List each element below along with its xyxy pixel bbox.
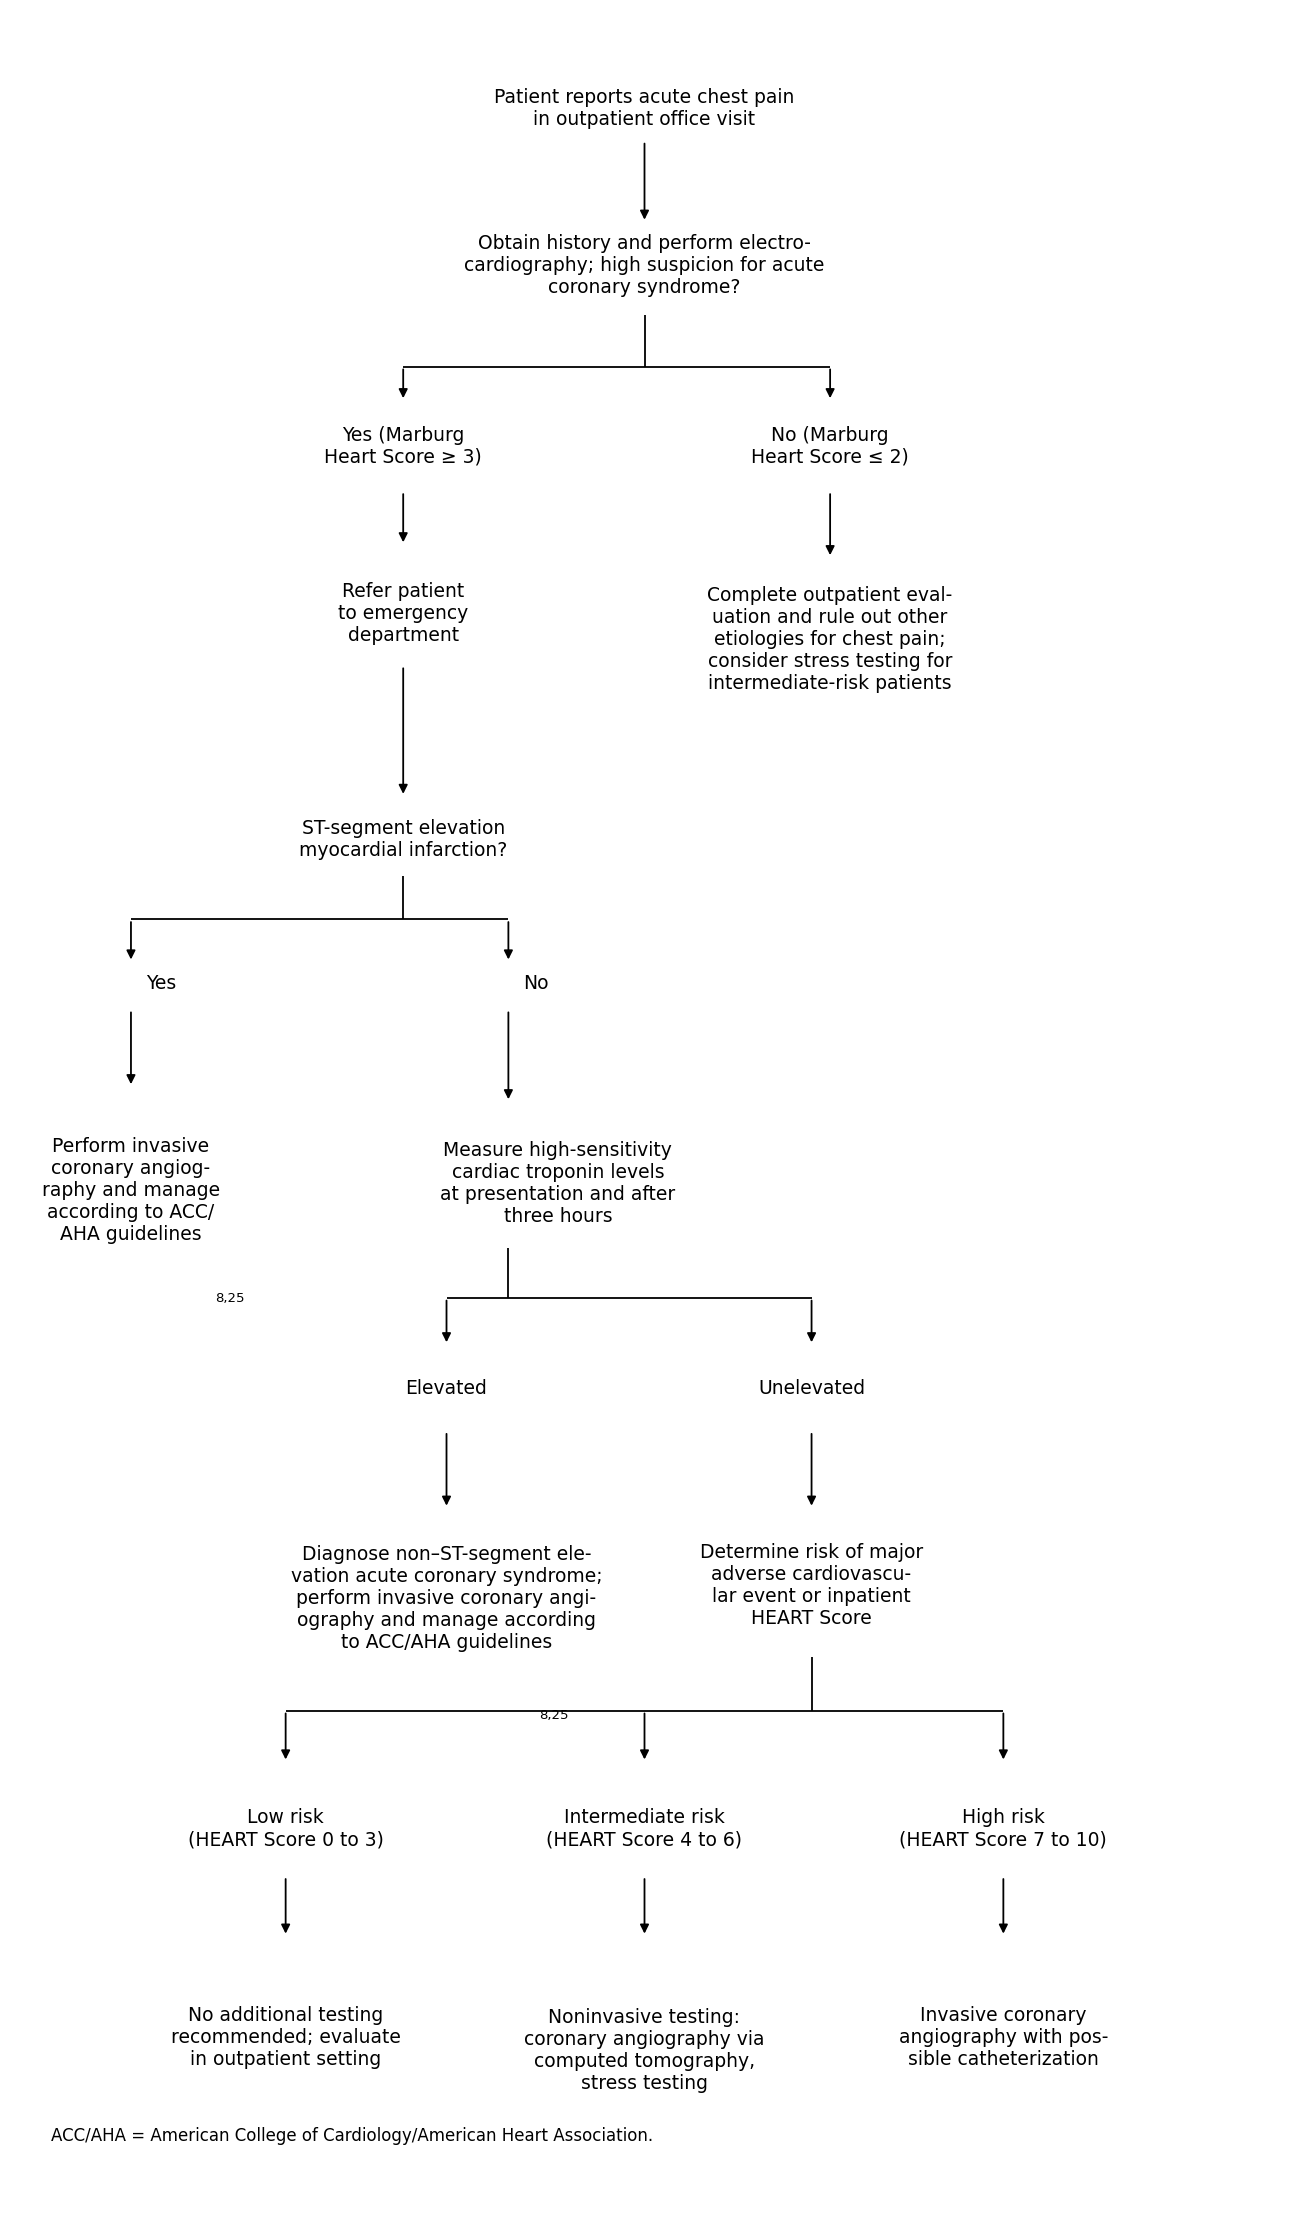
Text: Patient reports acute chest pain
in outpatient office visit: Patient reports acute chest pain in outp… — [494, 89, 795, 129]
Text: Perform invasive
coronary angiog-
raphy and manage
according to ACC/
AHA guideli: Perform invasive coronary angiog- raphy … — [43, 1137, 220, 1244]
Text: Noninvasive testing:
coronary angiography via
computed tomography,
stress testin: Noninvasive testing: coronary angiograph… — [525, 2009, 764, 2093]
Text: Yes (Marburg
Heart Score ≥ 3): Yes (Marburg Heart Score ≥ 3) — [325, 426, 482, 466]
Text: No: No — [523, 973, 549, 993]
Text: No additional testing
recommended; evaluate
in outpatient setting: No additional testing recommended; evalu… — [170, 2006, 401, 2068]
Text: Yes: Yes — [146, 973, 177, 993]
Text: 8,25: 8,25 — [215, 1293, 245, 1306]
Text: Complete outpatient eval-
uation and rule out other
etiologies for chest pain;
c: Complete outpatient eval- uation and rul… — [708, 585, 953, 694]
Text: ST-segment elevation
myocardial infarction?: ST-segment elevation myocardial infarcti… — [299, 820, 508, 860]
Text: ACC/AHA = American College of Cardiology/American Heart Association.: ACC/AHA = American College of Cardiology… — [50, 2126, 652, 2146]
Text: High risk
(HEART Score 7 to 10): High risk (HEART Score 7 to 10) — [900, 1809, 1107, 1849]
Text: No (Marburg
Heart Score ≤ 2): No (Marburg Heart Score ≤ 2) — [751, 426, 909, 466]
Text: Elevated: Elevated — [406, 1379, 487, 1397]
Text: Unelevated: Unelevated — [758, 1379, 865, 1397]
Text: 8,25: 8,25 — [539, 1709, 568, 1723]
Text: Refer patient
to emergency
department: Refer patient to emergency department — [338, 583, 468, 645]
Text: Intermediate risk
(HEART Score 4 to 6): Intermediate risk (HEART Score 4 to 6) — [547, 1809, 742, 1849]
Text: Diagnose non–ST-segment ele-
vation acute coronary syndrome;
perform invasive co: Diagnose non–ST-segment ele- vation acut… — [291, 1545, 602, 1652]
Text: Determine risk of major
adverse cardiovascu-
lar event or inpatient
HEART Score: Determine risk of major adverse cardiova… — [700, 1543, 923, 1629]
Text: Obtain history and perform electro-
cardiography; high suspicion for acute
coron: Obtain history and perform electro- card… — [464, 235, 825, 297]
Text: Invasive coronary
angiography with pos-
sible catheterization: Invasive coronary angiography with pos- … — [898, 2006, 1109, 2068]
Text: Measure high-sensitivity
cardiac troponin levels
at presentation and after
three: Measure high-sensitivity cardiac troponi… — [441, 1142, 675, 1226]
Text: Low risk
(HEART Score 0 to 3): Low risk (HEART Score 0 to 3) — [188, 1809, 384, 1849]
